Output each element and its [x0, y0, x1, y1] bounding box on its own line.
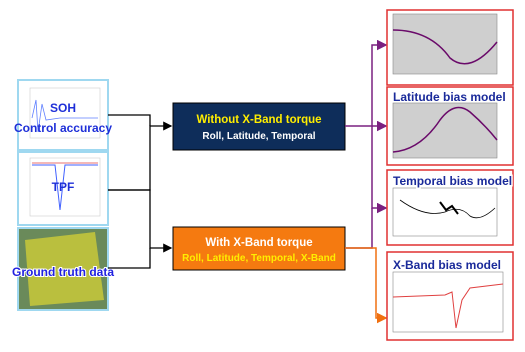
process-with: With X-Band torque Roll, Latitude, Tempo…	[173, 227, 345, 270]
output-roll	[387, 10, 513, 85]
input-label: SOH	[50, 101, 76, 115]
process-title: Without X-Band torque	[196, 114, 321, 126]
input-label: Control accuracy	[14, 121, 112, 135]
input-label: Ground truth data	[12, 265, 114, 279]
process-subtitle: Roll, Latitude, Temporal	[202, 131, 315, 142]
process-subtitle: Roll, Latitude, Temporal, X-Band	[182, 253, 336, 264]
input-tpf: TPF	[18, 152, 108, 225]
output-title: X-Band bias model	[393, 258, 501, 272]
input-ground-truth: Ground truth data	[12, 228, 114, 310]
process-without: Without X-Band torque Roll, Latitude, Te…	[173, 103, 345, 150]
output-title: Latitude bias model	[393, 90, 506, 104]
output-xband: X-Band bias model	[387, 252, 513, 340]
output-title: Temporal bias model	[393, 174, 512, 188]
output-temporal: Temporal bias model	[387, 170, 513, 245]
output-latitude: Latitude bias model	[387, 87, 513, 165]
input-label: TPF	[52, 180, 75, 194]
diagram: SOH Control accuracy TPF Ground truth da…	[0, 0, 525, 352]
process-title: With X-Band torque	[205, 237, 312, 249]
input-soh: SOH Control accuracy	[14, 80, 112, 150]
